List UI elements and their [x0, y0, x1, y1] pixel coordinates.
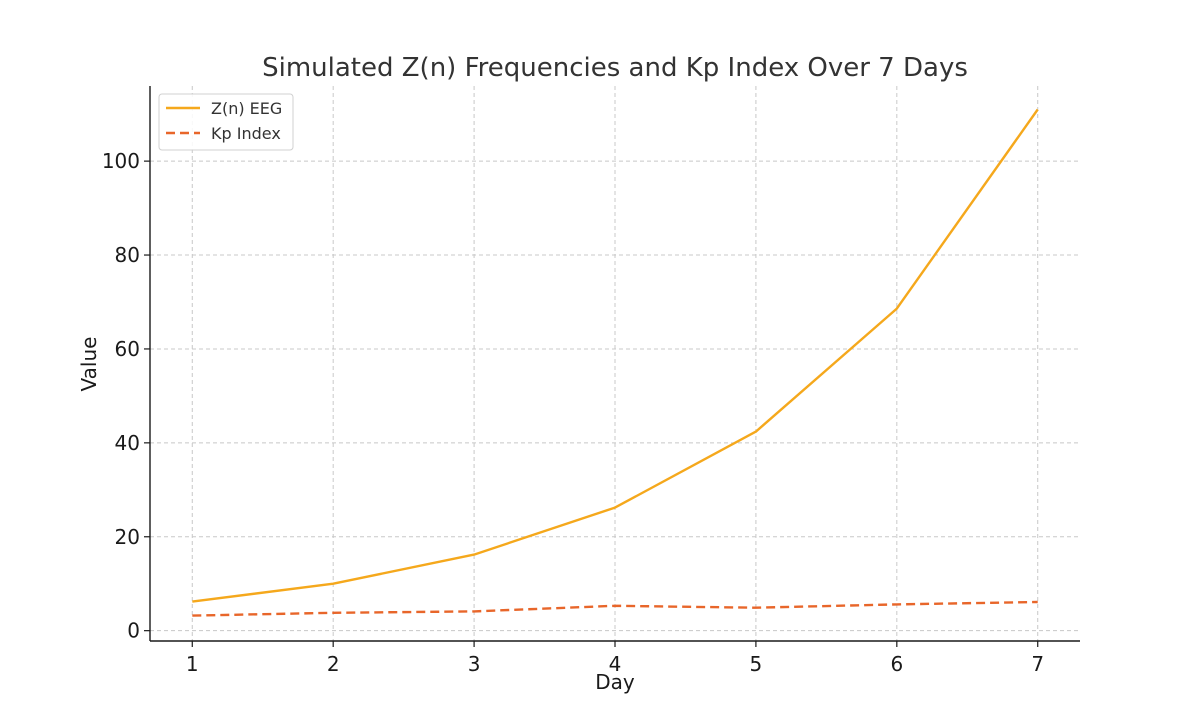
y-tick-label: 60 — [115, 337, 140, 361]
x-tick-label: 3 — [468, 652, 481, 676]
y-tick-label: 20 — [115, 525, 140, 549]
y-tick-label: 0 — [127, 619, 140, 643]
series-line-zn-eeg — [192, 108, 1039, 603]
legend: Z(n) EEG Kp Index — [158, 93, 294, 151]
chart-title: Simulated Z(n) Frequencies and Kp Index … — [262, 53, 968, 83]
y-tick-label: 100 — [102, 149, 140, 173]
x-tick-label: 2 — [327, 652, 340, 676]
grid — [150, 86, 1080, 641]
y-ticks: 0 20 40 60 80 100 — [102, 149, 150, 643]
x-tick-label: 5 — [750, 652, 763, 676]
x-tick-label: 7 — [1031, 652, 1044, 676]
x-axis-label: Day — [595, 670, 635, 694]
x-ticks: 1 2 3 4 5 6 7 — [186, 641, 1044, 676]
series-lines — [192, 108, 1039, 617]
y-axis-label: Value — [77, 337, 101, 392]
x-tick-label: 4 — [609, 652, 622, 676]
y-tick-label: 80 — [115, 243, 140, 267]
x-tick-label: 6 — [890, 652, 903, 676]
legend-label-kp-index: Kp Index — [211, 124, 281, 143]
y-tick-label: 40 — [115, 431, 140, 455]
legend-label-zn-eeg: Z(n) EEG — [211, 99, 282, 118]
x-tick-label: 1 — [186, 652, 199, 676]
series-line-kp-index — [192, 600, 1038, 617]
